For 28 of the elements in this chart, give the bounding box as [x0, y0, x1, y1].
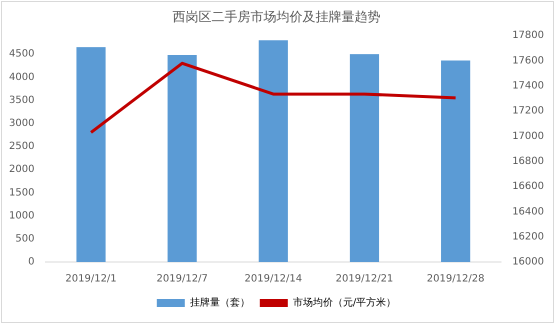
y2-tick-label: 16800: [512, 156, 544, 167]
y-tick-label: 2000: [8, 164, 34, 176]
y-tick-label: 2500: [8, 141, 34, 152]
y2-tick-label: 16200: [512, 231, 544, 242]
y-tick-label: 3500: [8, 94, 34, 106]
y2-tick-label: 16000: [512, 256, 544, 268]
y-tick-label: 500: [15, 233, 34, 244]
y2-tick-label: 17400: [512, 80, 544, 92]
y2-tick-label: 17800: [512, 30, 544, 42]
y-tick-label: 4500: [8, 48, 34, 60]
y-tick-label: 4000: [8, 72, 34, 83]
chart-title: 西岗区二手房市场均价及挂牌量趋势: [172, 9, 380, 26]
y-tick-label: 1500: [8, 187, 34, 198]
y2-tick-label: 17200: [512, 106, 544, 117]
legend-label: 挂牌量（套）: [190, 296, 250, 309]
x-tick-label: 2019/12/7: [156, 274, 208, 285]
y-tick-label: 1000: [8, 210, 34, 222]
y-tick-label: 3000: [8, 118, 34, 129]
legend-label: 市场均价（元/平方米）: [292, 296, 396, 309]
y2-tick-label: 17600: [512, 55, 544, 66]
y2-tick-label: 17000: [512, 130, 544, 142]
y2-tick-label: 16400: [512, 206, 544, 218]
x-tick-label: 2019/12/28: [426, 274, 484, 285]
x-tick-label: 2019/12/1: [65, 274, 117, 285]
x-tick-label: 2019/12/21: [336, 274, 394, 285]
y2-tick-label: 16600: [512, 181, 544, 192]
y-tick-label: 0: [28, 256, 34, 268]
x-tick-label: 2019/12/14: [244, 274, 302, 285]
